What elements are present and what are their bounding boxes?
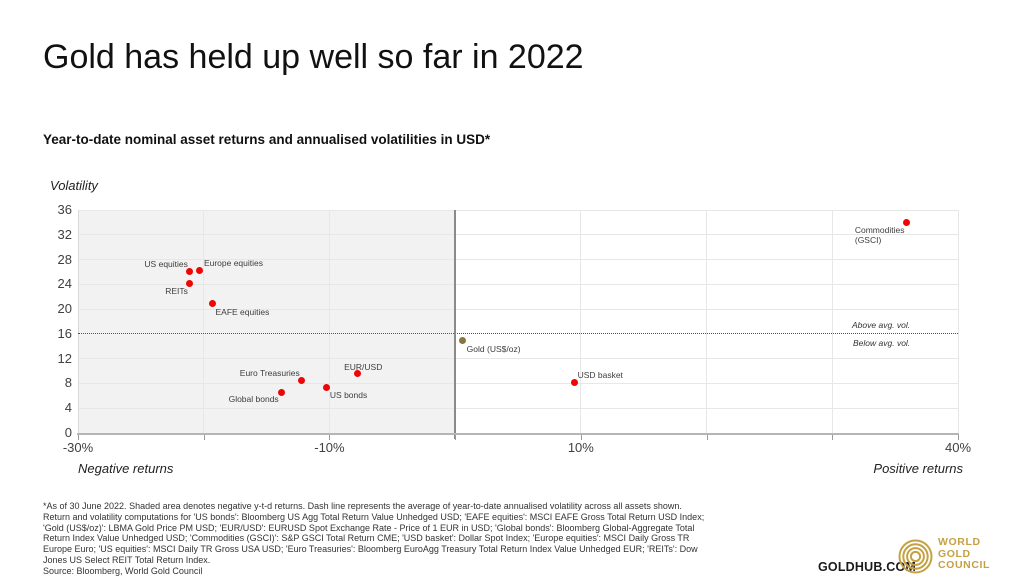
x-tick-label: 40% [944, 440, 972, 455]
y-tick-label: 12 [57, 350, 72, 366]
point-label: Europe equities [203, 257, 264, 268]
data-point [902, 218, 910, 226]
gridline-y [78, 209, 958, 211]
y-axis-title: Volatility [50, 178, 98, 193]
gridline-y [78, 358, 958, 360]
x-axis-tick [580, 435, 582, 440]
footnote: *As of 30 June 2022. Shaded area denotes… [43, 501, 705, 576]
gridline-y [78, 283, 958, 285]
world-gold-council-wordmark: WORLD GOLD COUNCIL [938, 536, 991, 572]
point-label: US equities [144, 258, 188, 269]
gridline-x [706, 210, 708, 433]
gridline-x [328, 210, 330, 433]
x-tick-label: -30% [62, 440, 94, 455]
y-tick-label: 32 [57, 226, 72, 242]
data-point [186, 268, 194, 276]
below-avg-vol-label: Below avg. vol. [853, 337, 911, 348]
chart-subtitle: Year-to-date nominal asset returns and a… [43, 132, 491, 147]
point-label: EUR/USD [344, 361, 383, 372]
y-tick-label: 36 [57, 202, 72, 217]
gridline-y [78, 259, 958, 261]
x-tick-label: 10% [567, 440, 594, 455]
zero-return-line [454, 210, 457, 439]
world-gold-council-logo-icon [898, 539, 933, 574]
point-label: Gold (US$/oz) [466, 343, 521, 354]
logo-line-world: WORLD [938, 536, 981, 548]
above-avg-vol-label: Above avg. vol. [852, 319, 911, 330]
y-tick-label: 28 [57, 251, 72, 267]
page-title: Gold has held up well so far in 2022 [43, 38, 584, 76]
data-point [209, 300, 216, 308]
y-tick-label: 8 [64, 375, 72, 391]
data-point [353, 370, 361, 378]
gridline-y [78, 407, 958, 409]
point-label: USD basket [577, 369, 623, 380]
logo-line-council: COUNCIL [938, 559, 991, 571]
y-tick-label: 24 [57, 276, 72, 292]
positive-returns-label: Positive returns [873, 461, 963, 476]
x-axis-tick [958, 435, 959, 440]
y-tick-label: 0 [64, 425, 72, 440]
data-point [186, 279, 194, 287]
x-axis-tick [832, 435, 834, 440]
gridline-x [831, 210, 833, 433]
data-point [278, 388, 286, 396]
avg-volatility-dash-line [78, 333, 958, 335]
data-point [298, 377, 306, 385]
gridline-y [78, 234, 958, 236]
gridline-x [203, 210, 205, 433]
point-label: REITs [165, 286, 188, 297]
x-axis-tick [329, 435, 331, 440]
data-point [459, 337, 467, 345]
data-point [571, 379, 579, 387]
x-tick-label: -10% [314, 440, 345, 455]
gridline-y [78, 308, 958, 310]
negative-returns-label: Negative returns [78, 461, 174, 476]
x-axis-tick [706, 435, 708, 440]
y-axis-line [78, 210, 79, 433]
negative-returns-shaded-area [78, 210, 456, 433]
point-label: Commodities (GSCI) [854, 225, 905, 245]
logo-line-gold: GOLD [938, 547, 971, 560]
y-tick-label: 4 [64, 400, 72, 416]
gridline-x [957, 210, 959, 433]
data-point [323, 384, 331, 392]
x-axis-tick [203, 435, 205, 440]
point-label: US bonds [329, 389, 368, 400]
x-axis-line [77, 433, 959, 435]
data-point [196, 267, 204, 275]
y-tick-label: 20 [57, 301, 72, 317]
point-label: Euro Treasuries [239, 367, 300, 378]
point-label: Global bonds [228, 394, 279, 405]
gridline-x [580, 210, 582, 433]
y-tick-label: 16 [57, 325, 72, 341]
point-label: EAFE equities [215, 306, 270, 317]
x-axis-tick [455, 435, 457, 440]
x-axis-tick [78, 435, 79, 440]
gridline-y [78, 382, 958, 384]
goldhub-link: GOLDHUB.COM [818, 560, 917, 574]
